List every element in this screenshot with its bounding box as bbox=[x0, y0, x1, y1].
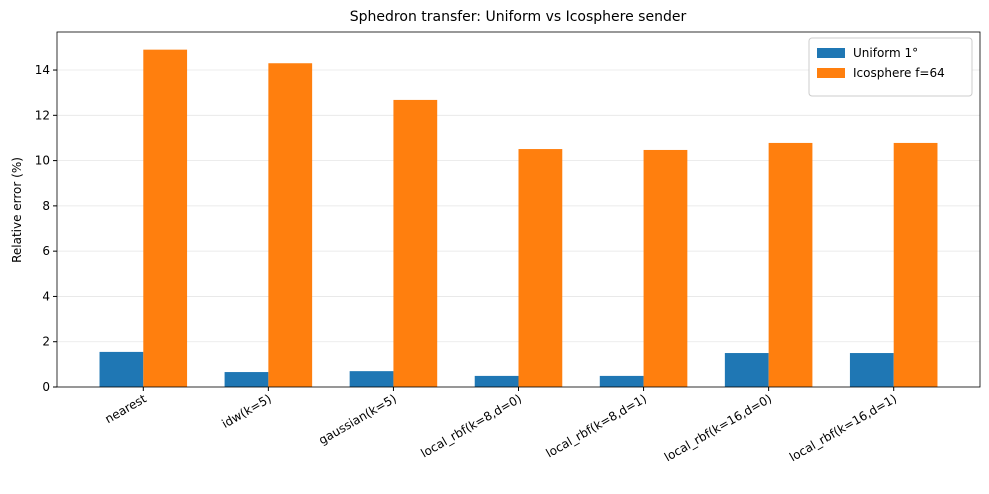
x-tick-label: idw(k=5) bbox=[219, 391, 273, 431]
bar bbox=[99, 351, 144, 387]
y-tick-label: 8 bbox=[42, 199, 50, 213]
bar bbox=[349, 371, 394, 387]
plot-frame bbox=[56, 31, 981, 388]
bar bbox=[268, 63, 313, 387]
x-tick-label: local_rbf(k=8,d=1) bbox=[543, 391, 649, 460]
bar bbox=[849, 353, 894, 387]
y-tick-label: 4 bbox=[42, 289, 50, 303]
bar bbox=[474, 375, 519, 387]
y-tick-label: 10 bbox=[35, 154, 50, 168]
bar bbox=[143, 49, 188, 388]
bar bbox=[893, 142, 938, 387]
bar bbox=[393, 99, 438, 387]
x-tick-label: gaussian(k=5) bbox=[316, 391, 399, 447]
legend-label: Uniform 1° bbox=[853, 46, 918, 60]
legend-swatch bbox=[817, 68, 845, 78]
y-tick-label: 12 bbox=[35, 108, 50, 122]
x-tick-label: local_rbf(k=16,d=0) bbox=[662, 391, 774, 464]
bar bbox=[643, 149, 688, 387]
bar bbox=[768, 142, 813, 387]
legend-box bbox=[808, 37, 973, 97]
y-tick-label: 2 bbox=[42, 335, 50, 349]
y-tick-label: 6 bbox=[42, 244, 50, 258]
bar bbox=[599, 375, 644, 387]
legend-swatch bbox=[817, 48, 845, 58]
x-tick-label: local_rbf(k=16,d=1) bbox=[787, 391, 899, 464]
y-tick-label: 14 bbox=[35, 63, 50, 77]
y-axis-label: Relative error (%) bbox=[10, 157, 24, 263]
x-tick-label: local_rbf(k=8,d=0) bbox=[418, 391, 524, 460]
chart-title: Sphedron transfer: Uniform vs Icosphere … bbox=[350, 9, 687, 25]
y-tick-label: 0 bbox=[42, 380, 50, 394]
legend-label: Icosphere f=64 bbox=[853, 66, 945, 80]
x-tick-label: nearest bbox=[103, 391, 150, 426]
bar bbox=[724, 353, 769, 387]
bar bbox=[224, 372, 269, 387]
bar bbox=[518, 149, 563, 387]
